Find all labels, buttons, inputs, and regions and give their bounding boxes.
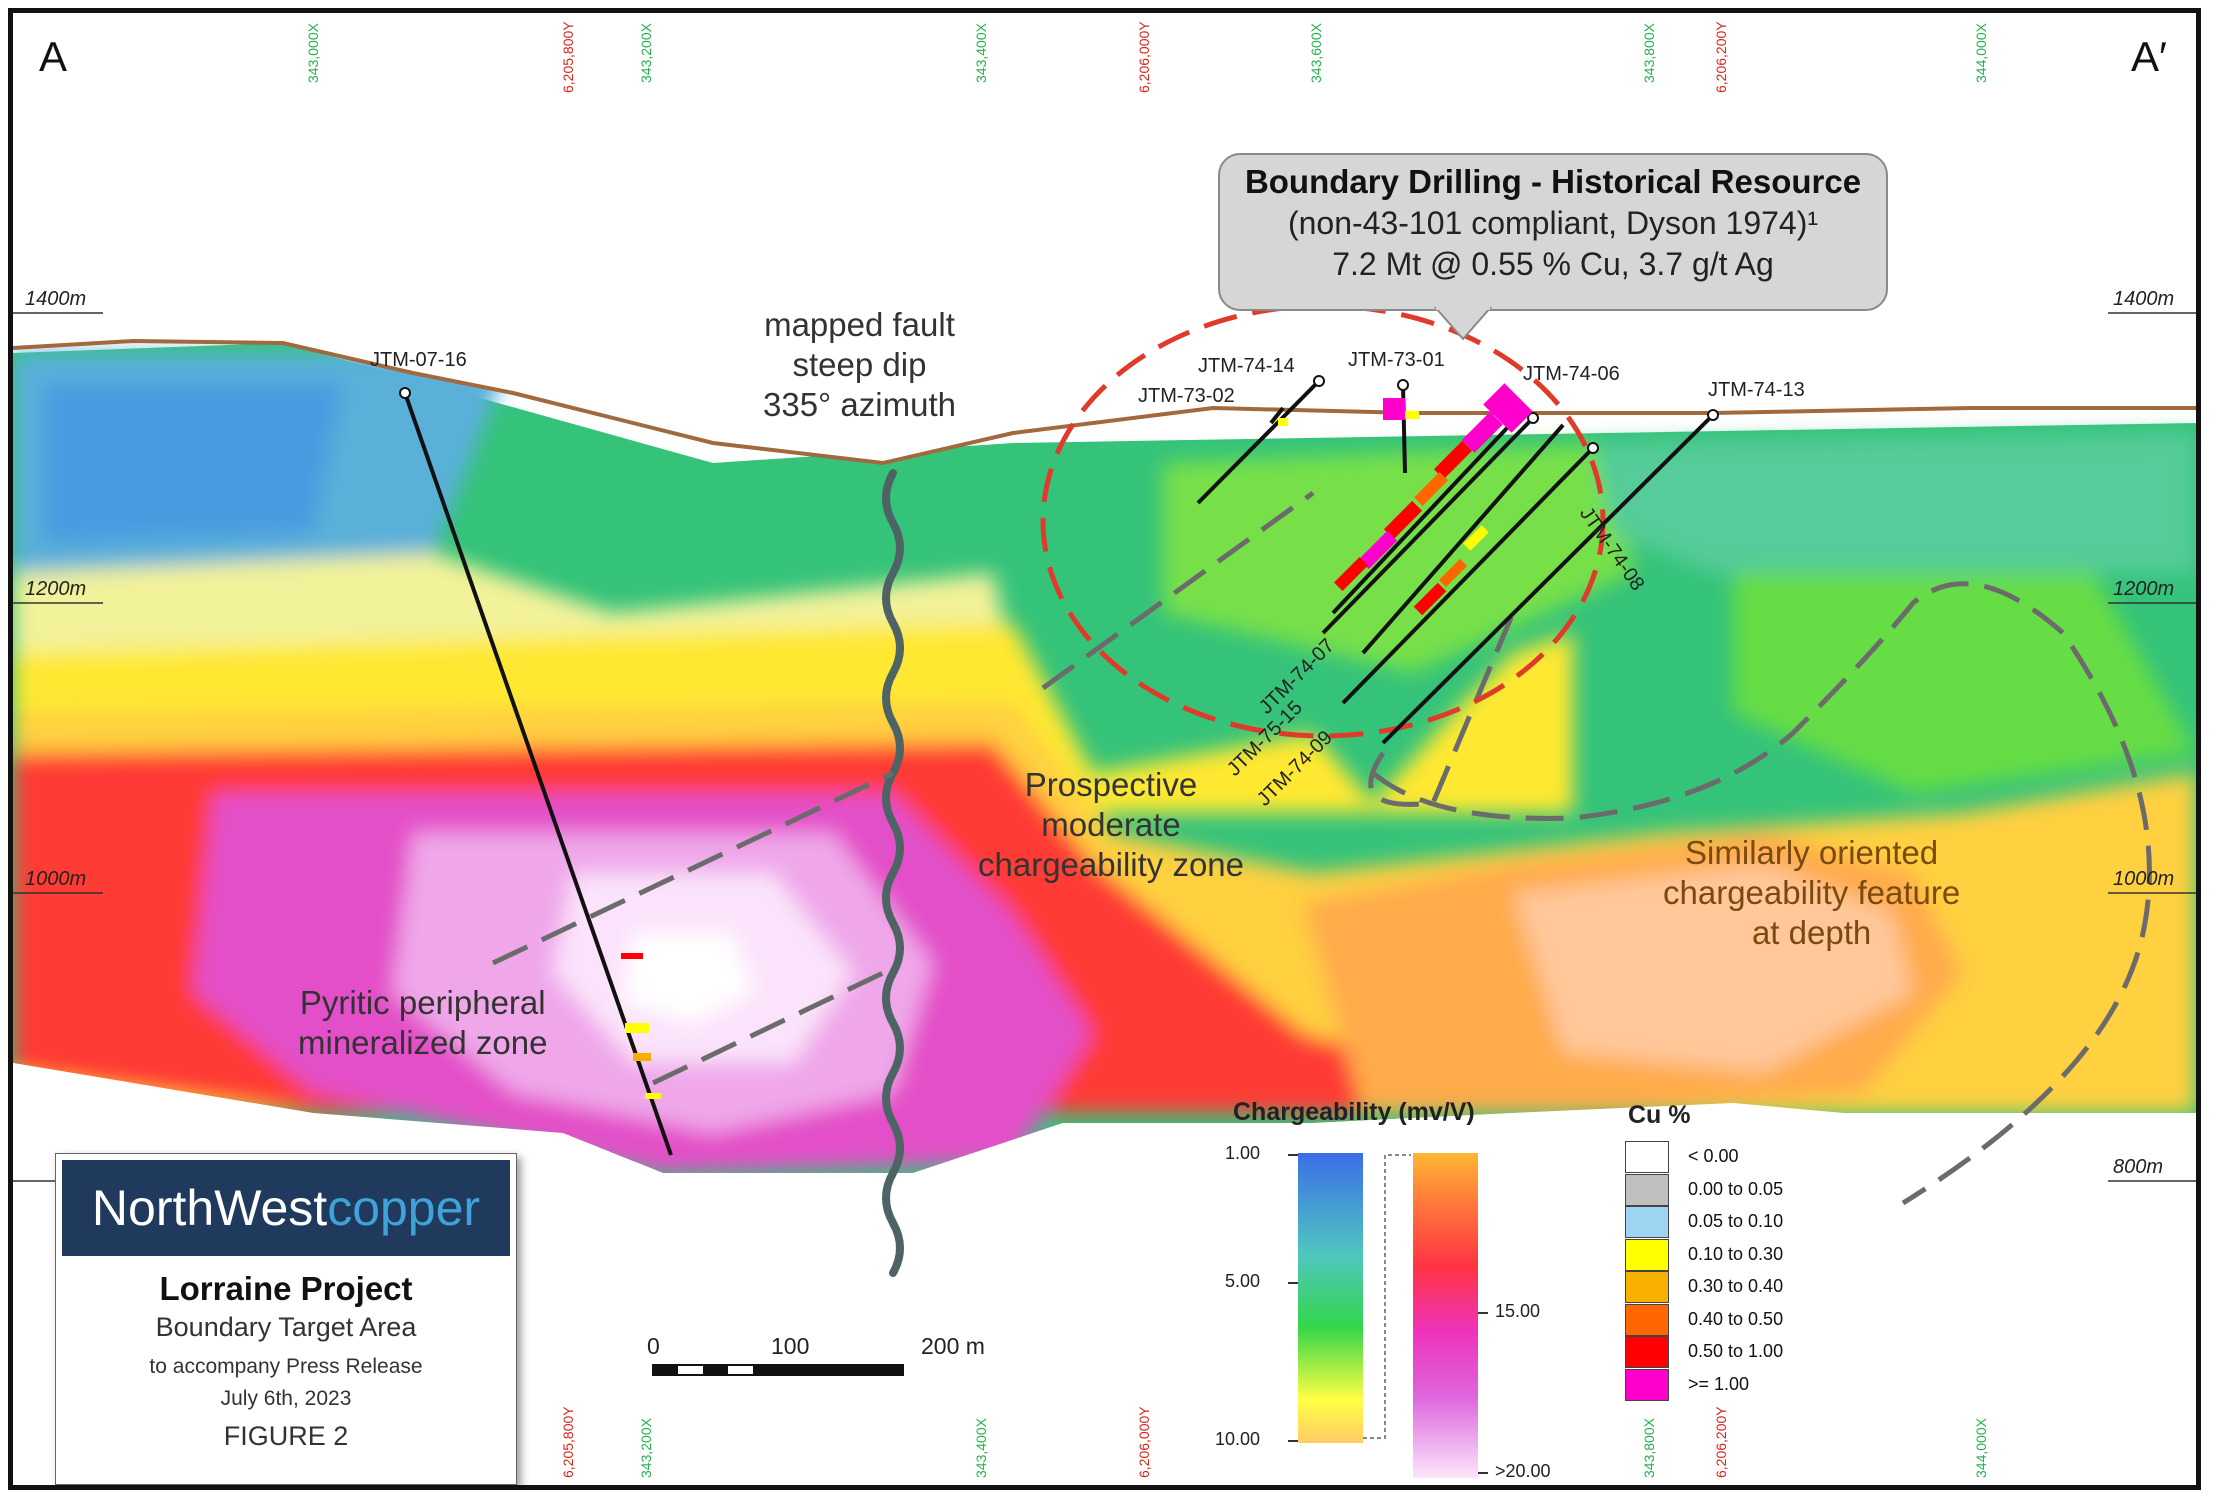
legend-tick: 10.00 — [1215, 1429, 1261, 1449]
scale-label: 0 — [647, 1333, 660, 1359]
cu-legend-label: 0.50 to 1.00 — [1688, 1341, 1784, 1361]
elevation-label: 1000m — [25, 868, 87, 890]
cu-legend-swatch — [1625, 1368, 1669, 1401]
callout-pointer — [1433, 307, 1493, 341]
northing-tick: 6,205,800Y — [560, 1406, 576, 1478]
easting-tick: 343,200X — [638, 23, 654, 83]
callout-subtitle: (non-43-101 compliant, Dyson 1974)¹ — [1287, 205, 1819, 241]
elevation-label: 1400m — [2113, 288, 2175, 310]
drillhole-label: JTM-74-14 — [1198, 355, 1295, 377]
chargeability-legend-title: Chargeability (mv/V) — [1233, 1098, 1475, 1126]
drillhole-label: JTM-74-13 — [1708, 379, 1805, 401]
cu-legend-title: Cu % — [1628, 1101, 1691, 1129]
company-logo: NorthWestcopper — [62, 1160, 510, 1256]
cu-legend-label: 0.05 to 0.10 — [1688, 1211, 1784, 1231]
northing-tick: 6,206,000Y — [1136, 1406, 1152, 1478]
cu-legend-label: 0.30 to 0.40 — [1688, 1276, 1784, 1296]
cu-legend-label: 0.40 to 0.50 — [1688, 1308, 1784, 1329]
cu-legend-label: < 0.00 — [1688, 1146, 1739, 1166]
scale-label: 100 — [771, 1333, 810, 1359]
cu-legend-swatch — [1625, 1271, 1669, 1303]
easting-tick: 344,000X — [1973, 23, 1989, 83]
depth-feature-annotation: Similarly oriented chargeability feature… — [1663, 834, 1961, 951]
cu-legend-label: >= 1.00 — [1688, 1373, 1750, 1394]
easting-tick: 343,800X — [1641, 1418, 1657, 1478]
elevation-label: 1200m — [2113, 578, 2175, 600]
cu-legend-swatch — [1625, 1141, 1669, 1173]
elevation-label: 1000m — [2113, 868, 2175, 890]
historical-resource-callout: Boundary Drilling - Historical Resource … — [1218, 153, 1888, 311]
callout-title: Boundary Drilling - Historical Resource — [1244, 163, 1862, 200]
legend-tick: 15.00 — [1495, 1301, 1541, 1321]
release-note: to accompany Press Release — [149, 1355, 423, 1378]
target-area: Boundary Target Area — [155, 1312, 417, 1342]
easting-tick: 344,000X — [1973, 1418, 1989, 1478]
easting-tick: 343,800X — [1641, 23, 1657, 83]
elevation-label: 1200m — [25, 578, 87, 600]
fault-annotation: mapped fault steep dip 335° azimuth — [763, 306, 956, 423]
northing-tick: 6,206,200Y — [1713, 21, 1729, 93]
easting-tick: 343,200X — [638, 1418, 654, 1478]
drillhole-label: JTM-73-01 — [1348, 349, 1445, 371]
northing-tick: 6,205,800Y — [560, 21, 576, 93]
figure-number: FIGURE 2 — [223, 1421, 349, 1451]
interpretation-lines — [491, 490, 2152, 1206]
legend-tick: >20.00 — [1495, 1461, 1551, 1481]
prospective-zone-annotation: Prospective moderate chargeability zone — [978, 766, 1244, 883]
easting-tick: 343,600X — [1308, 23, 1324, 83]
cu-legend-swatch — [1625, 1206, 1669, 1238]
pyritic-zone-annotation: Pyritic peripheral mineralized zone — [298, 984, 548, 1061]
chargeability-legend-bars — [1288, 1153, 1488, 1478]
release-date: July 6th, 2023 — [220, 1387, 352, 1410]
map-frame: A A′ 1400m 1400m 1200m 1200m 1000m 1000m… — [8, 8, 2201, 1490]
legend-tick: 1.00 — [1225, 1143, 1261, 1163]
drillhole-label: JTM-74-06 — [1523, 363, 1620, 385]
cu-assay-bars — [621, 383, 1533, 1099]
elevation-label: 800m — [2113, 1156, 2164, 1178]
easting-tick: 343,000X — [305, 23, 321, 83]
drillhole-label: JTM-73-02 — [1138, 385, 1235, 407]
cu-legend-swatch — [1625, 1173, 1669, 1206]
section-end-label: A′ — [2131, 33, 2167, 80]
project-title: Lorraine Project — [159, 1270, 413, 1307]
northing-tick: 6,206,000Y — [1136, 21, 1152, 93]
legend-tick: 5.00 — [1225, 1271, 1261, 1291]
cu-legend-swatch — [1625, 1303, 1669, 1336]
drillhole-collars — [399, 375, 1719, 454]
easting-tick: 343,400X — [973, 1418, 989, 1478]
easting-tick: 343,400X — [973, 23, 989, 83]
title-box: NorthWestcopper Lorraine Project Boundar… — [55, 1153, 517, 1485]
drillhole-label: JTM-07-16 — [370, 349, 467, 371]
section-start-label: A — [39, 33, 68, 80]
callout-resource: 7.2 Mt @ 0.55 % Cu, 3.7 g/t Ag — [1332, 246, 1774, 282]
scale-label: 200 m — [921, 1333, 985, 1359]
northing-tick: 6,206,200Y — [1713, 1406, 1729, 1478]
cu-legend-swatch — [1625, 1336, 1669, 1368]
cu-legend-swatch — [1625, 1238, 1669, 1271]
elevation-label: 1400m — [25, 288, 87, 310]
cu-legend-label: 0.00 to 0.05 — [1688, 1178, 1784, 1199]
scale-bar — [652, 1364, 904, 1376]
cu-legend-label: 0.10 to 0.30 — [1688, 1243, 1784, 1264]
fault-line — [882, 469, 904, 1277]
